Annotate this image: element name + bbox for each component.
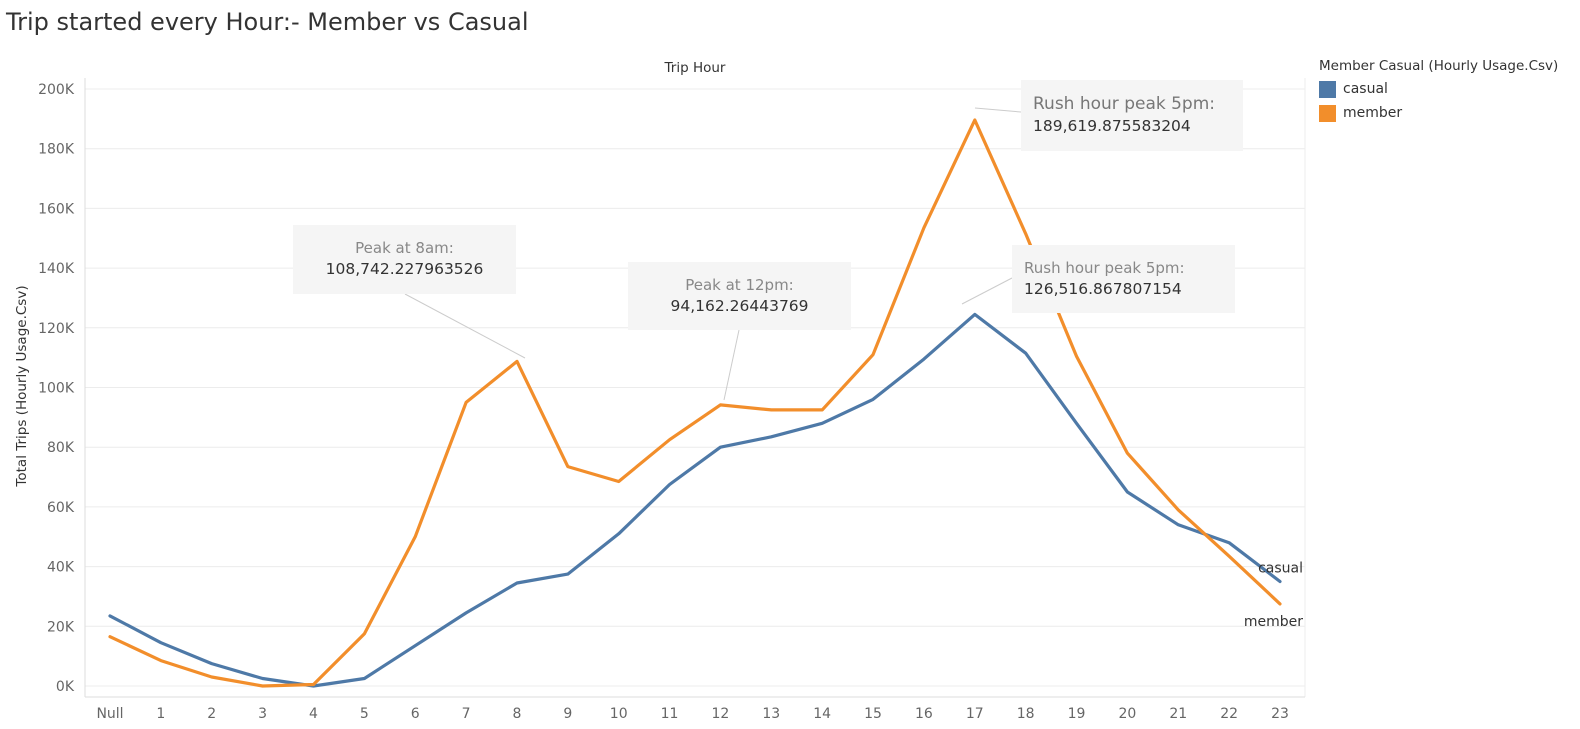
legend-title: Member Casual (Hourly Usage.Csv) xyxy=(1319,58,1559,74)
annotation-leader-line xyxy=(974,107,1022,113)
x-tick-label: 8 xyxy=(512,706,521,722)
x-tick-label: 6 xyxy=(411,706,420,722)
y-tick-label: 140K xyxy=(38,261,75,277)
x-tick-label: Null xyxy=(96,706,123,722)
x-tick-label: 22 xyxy=(1220,706,1238,722)
legend-label-casual: casual xyxy=(1343,81,1388,97)
series-lines xyxy=(108,118,1282,688)
legend-item-member[interactable]: member xyxy=(1319,104,1577,122)
y-tick-label: 160K xyxy=(38,201,75,217)
annotation-label: Peak at 12pm: xyxy=(685,276,794,294)
x-tick-label: 20 xyxy=(1118,706,1136,722)
legend: Member Casual (Hourly Usage.Csv) casual … xyxy=(1319,58,1577,122)
annotation-rush-hour-casual: Rush hour peak 5pm: 126,516.867807154 xyxy=(1012,245,1235,313)
legend-item-casual[interactable]: casual xyxy=(1319,80,1577,98)
annotation-value: 189,619.875583204 xyxy=(1033,117,1191,135)
x-tick-label: 11 xyxy=(661,706,679,722)
annotation-value: 126,516.867807154 xyxy=(1024,280,1182,298)
y-tick-label: 180K xyxy=(38,142,75,158)
x-tick-label: 5 xyxy=(360,706,369,722)
annotation-leader-line xyxy=(961,277,1013,305)
x-tick-label: 1 xyxy=(156,706,165,722)
x-tick-label: 19 xyxy=(1068,706,1086,722)
annotation-label: Rush hour peak 5pm: xyxy=(1033,94,1216,114)
annotation-peak-12pm: Peak at 12pm: 94,162.26443769 xyxy=(628,262,851,330)
x-tick-label: 3 xyxy=(258,706,267,722)
legend-label-member: member xyxy=(1343,105,1403,121)
legend-swatch-member xyxy=(1319,104,1336,122)
x-tick-label: 9 xyxy=(563,706,572,722)
series-line-member xyxy=(108,118,1282,688)
series-end-label-casual: casual xyxy=(1258,561,1303,577)
annotation-rush-hour-member: Rush hour peak 5pm: 189,619.875583204 xyxy=(1021,80,1243,151)
series-end-label-member: member xyxy=(1244,614,1303,630)
annotation-value: 94,162.26443769 xyxy=(670,297,809,315)
annotation-value: 108,742.227963526 xyxy=(325,260,484,278)
legend-swatch-casual xyxy=(1319,80,1336,98)
x-tick-label: 17 xyxy=(966,706,984,722)
x-tick-label: 15 xyxy=(864,706,882,722)
y-tick-label: 200K xyxy=(38,82,75,98)
x-axis-title: Trip Hour xyxy=(664,60,726,76)
x-tick-label: 18 xyxy=(1017,706,1035,722)
annotation-leader-line xyxy=(404,293,526,359)
x-tick-label: 13 xyxy=(762,706,780,722)
x-tick-label: 12 xyxy=(712,706,730,722)
x-tick-label: 2 xyxy=(207,706,216,722)
axes xyxy=(84,78,1306,698)
gridlines xyxy=(85,88,1305,687)
y-tick-label: 120K xyxy=(38,321,75,337)
series-line-casual xyxy=(108,312,1282,688)
y-tick-label: 0K xyxy=(56,679,75,695)
y-tick-label: 20K xyxy=(47,619,75,635)
y-axis-title: Total Trips (Hourly Usage.Csv) xyxy=(14,285,30,487)
annotation-label: Peak at 8am: xyxy=(355,239,454,257)
x-tick-label: 16 xyxy=(915,706,933,722)
annotation-label: Rush hour peak 5pm: xyxy=(1024,259,1185,277)
x-tick-label: 21 xyxy=(1169,706,1187,722)
y-tick-label: 40K xyxy=(47,560,75,576)
x-tick-label: 10 xyxy=(610,706,628,722)
y-tick-label: 60K xyxy=(47,500,75,516)
x-tick-label: 23 xyxy=(1271,706,1289,722)
x-tick-label: 4 xyxy=(309,706,318,722)
y-tick-label: 100K xyxy=(38,381,75,397)
chart-title: Trip started every Hour:- Member vs Casu… xyxy=(6,8,529,36)
tick-labels: 0K 20K 40K 60K 80K 100K 120K 140K 160K 180K 200K Nu… xyxy=(14,60,1303,722)
x-tick-label: 14 xyxy=(813,706,831,722)
annotation-leader-line xyxy=(723,329,740,401)
annotation-leaders xyxy=(404,107,1022,401)
x-tick-label: 7 xyxy=(462,706,471,722)
y-tick-label: 80K xyxy=(47,440,75,456)
annotation-peak-8am: Peak at 8am: 108,742.227963526 xyxy=(293,225,516,294)
